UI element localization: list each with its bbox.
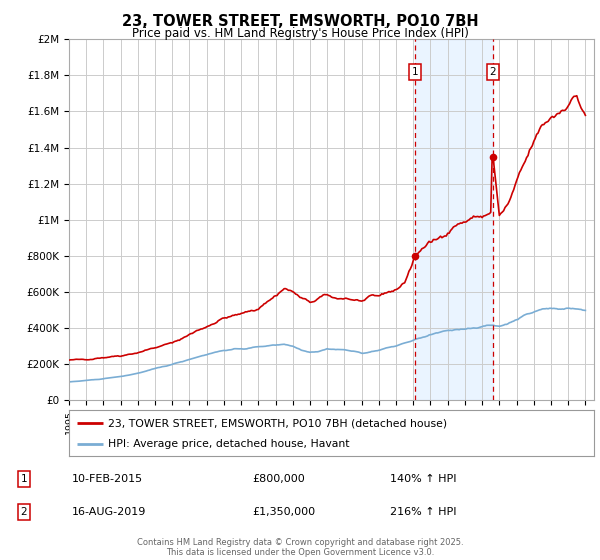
Text: 23, TOWER STREET, EMSWORTH, PO10 7BH (detached house): 23, TOWER STREET, EMSWORTH, PO10 7BH (de… <box>109 418 448 428</box>
Text: 2: 2 <box>490 67 496 77</box>
Text: 10-FEB-2015: 10-FEB-2015 <box>72 474 143 484</box>
Text: Contains HM Land Registry data © Crown copyright and database right 2025.
This d: Contains HM Land Registry data © Crown c… <box>137 538 463 557</box>
Text: 140% ↑ HPI: 140% ↑ HPI <box>390 474 457 484</box>
Text: 216% ↑ HPI: 216% ↑ HPI <box>390 507 457 517</box>
Text: 2: 2 <box>20 507 28 517</box>
Text: 1: 1 <box>20 474 28 484</box>
Text: 1: 1 <box>412 67 418 77</box>
Text: £800,000: £800,000 <box>252 474 305 484</box>
Text: 16-AUG-2019: 16-AUG-2019 <box>72 507 146 517</box>
Text: 23, TOWER STREET, EMSWORTH, PO10 7BH: 23, TOWER STREET, EMSWORTH, PO10 7BH <box>122 14 478 29</box>
Text: £1,350,000: £1,350,000 <box>252 507 315 517</box>
Bar <box>415 39 493 400</box>
Text: HPI: Average price, detached house, Havant: HPI: Average price, detached house, Hava… <box>109 438 350 449</box>
Text: Price paid vs. HM Land Registry's House Price Index (HPI): Price paid vs. HM Land Registry's House … <box>131 27 469 40</box>
